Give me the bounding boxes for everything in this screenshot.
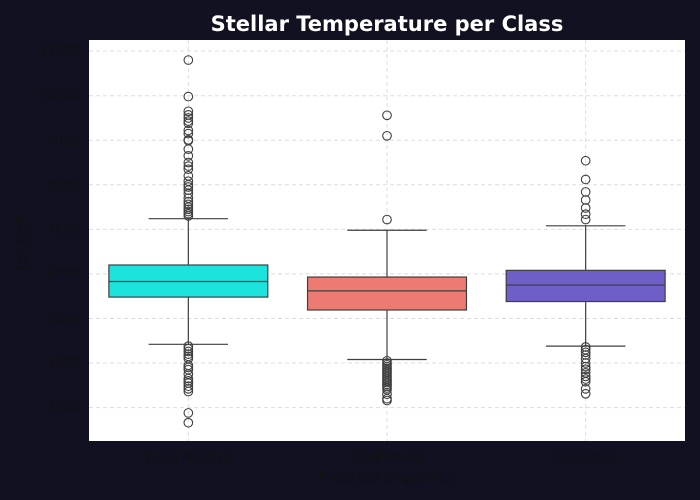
outlier-point (183, 164, 194, 175)
outlier-point (580, 155, 591, 166)
outlier-point (183, 106, 194, 117)
outlier-point (183, 150, 194, 161)
outlier-point (183, 188, 194, 199)
outlier-point (382, 130, 392, 141)
outlier-point (580, 371, 591, 382)
y-tick-label: 9000 (47, 134, 80, 149)
outlier-point (580, 214, 591, 225)
outlier-point (183, 55, 194, 65)
outlier-point (580, 203, 591, 213)
outlier-point (580, 388, 591, 399)
outlier-point (183, 144, 194, 155)
outlier-point (580, 361, 591, 372)
y-tick-label: 10000 (39, 89, 80, 104)
outlier-point (580, 364, 591, 375)
box-false-positive (108, 55, 269, 428)
y-tick-label: 6000 (47, 267, 80, 282)
chart-title: Stellar Temperature per Class (211, 12, 564, 36)
outlier-point (580, 209, 591, 220)
outlier-point (183, 343, 194, 354)
y-tick-label: 3000 (47, 401, 80, 416)
outlier-point (183, 161, 194, 171)
outlier-point (382, 214, 392, 225)
y-tick-label: 8000 (47, 178, 80, 193)
x-tick-label: Candidate (552, 451, 618, 466)
x-tick-label: False Positive (145, 451, 232, 466)
outlier-point (183, 118, 194, 129)
outlier-point (183, 211, 194, 221)
outlier-point (580, 174, 591, 185)
outlier-point (382, 389, 392, 400)
y-tick-label: 5000 (47, 312, 80, 327)
outlier-point (183, 113, 194, 123)
outlier-point (580, 374, 591, 384)
outlier-point (183, 381, 194, 392)
outlier-point (580, 358, 591, 368)
box-iqr (306, 276, 468, 311)
outlier-point (580, 347, 591, 358)
boxes (108, 55, 666, 428)
x-tick-label: Confirmed (353, 451, 421, 466)
outlier-point (580, 350, 591, 360)
outlier-point (580, 187, 591, 197)
box-candidate (505, 155, 666, 399)
outlier-point (580, 353, 591, 364)
outlier-point (183, 199, 194, 210)
y-tick-label: 7000 (47, 223, 80, 238)
y-tick-label: 11000 (39, 45, 80, 60)
outlier-point (580, 342, 591, 352)
outlier-point (382, 395, 392, 406)
x-axis-label: Predicted Disposition (318, 471, 455, 486)
outlier-point (382, 110, 392, 121)
outlier-point (183, 157, 194, 168)
y-axis-label: koi_steff (15, 215, 30, 270)
outlier-point (183, 182, 194, 192)
outlier-point (183, 386, 194, 397)
outlier-point (183, 128, 194, 139)
outlier-point (183, 346, 194, 357)
outlier-point (183, 341, 194, 351)
y-tick-label: 4000 (47, 357, 80, 372)
box-confirmed (306, 110, 468, 406)
outlier-point (580, 376, 591, 387)
outlier-point (183, 125, 194, 136)
tick-labels: 3000 4000 5000 6000 7000 8000 9000 10000 11000 Fa… (39, 45, 619, 466)
outlier-point (183, 408, 194, 418)
outlier-point (183, 384, 194, 394)
outlier-point (580, 384, 591, 394)
outlier-point (580, 195, 591, 205)
outlier-point (183, 196, 194, 207)
box-iqr (505, 269, 666, 303)
outlier-point (183, 91, 194, 102)
outlier-point (183, 417, 194, 428)
outlier-point (183, 185, 194, 196)
